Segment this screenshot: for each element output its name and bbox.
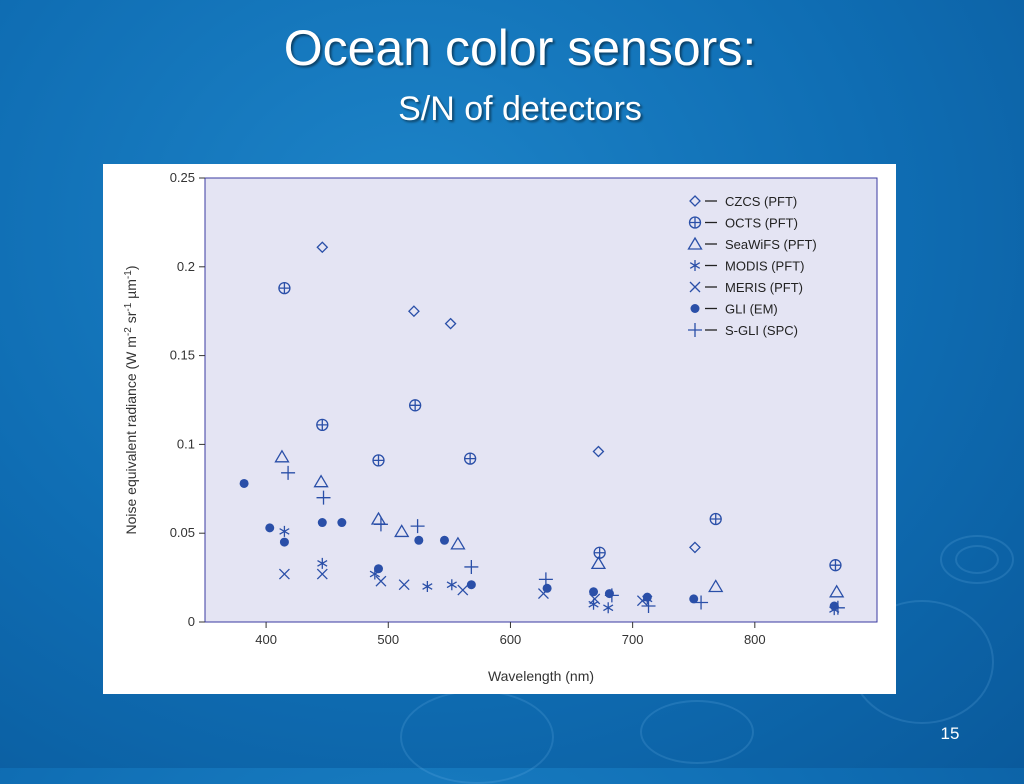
y-tick-label: 0 xyxy=(188,614,195,629)
data-point xyxy=(689,594,699,604)
data-point xyxy=(589,587,599,597)
data-point xyxy=(689,541,701,554)
chart-figure: 400 500 600 700 800 0 0.05 0.1 0.15 0.2 0.25 CZCS … xyxy=(103,164,896,694)
data-point xyxy=(450,536,466,550)
data-point xyxy=(592,445,605,458)
data-point xyxy=(463,452,477,465)
y-tick-label: 0.2 xyxy=(177,259,195,274)
legend-marker xyxy=(689,195,701,207)
data-point xyxy=(274,449,290,463)
data-point xyxy=(709,512,722,526)
legend-label: OCTS (PFT) xyxy=(725,216,798,231)
data-point xyxy=(457,584,469,596)
data-point xyxy=(398,579,410,591)
legend-label: GLI (EM) xyxy=(725,302,778,317)
data-point xyxy=(542,583,552,593)
data-point xyxy=(313,474,329,488)
data-point xyxy=(317,557,328,569)
background-ripple xyxy=(955,545,999,574)
data-point xyxy=(641,599,656,614)
data-point xyxy=(394,524,410,538)
data-point xyxy=(408,305,420,318)
background-ripple xyxy=(640,700,754,764)
data-point xyxy=(316,241,329,254)
slide-title: Ocean color sensors: xyxy=(283,20,757,76)
legend-label: S-GLI (SPC) xyxy=(725,323,798,338)
data-point xyxy=(604,588,619,603)
legend-label: CZCS (PFT) xyxy=(725,194,797,209)
data-point xyxy=(279,537,289,547)
data-point xyxy=(316,490,331,505)
legend-marker xyxy=(688,323,702,337)
background-ripple xyxy=(940,535,1014,584)
legend-marker xyxy=(689,260,701,271)
background-ripple xyxy=(400,690,554,784)
data-point xyxy=(278,281,291,295)
legend-marker xyxy=(690,304,700,313)
data-point xyxy=(337,518,347,528)
x-tick-label: 700 xyxy=(622,632,644,647)
data-point xyxy=(422,580,433,592)
scatter-chart: 400 500 600 700 800 0 0.05 0.1 0.15 0.2 0.25 CZCS … xyxy=(123,170,878,684)
data-point xyxy=(464,559,479,574)
data-point xyxy=(642,592,652,602)
data-point xyxy=(439,535,449,545)
plot-area xyxy=(204,177,878,623)
legend-marker xyxy=(687,236,703,250)
data-point xyxy=(281,465,296,480)
y-axis-label: Noise equivalent radiance (W m-2 sr-1 µm… xyxy=(123,266,139,535)
x-tick-label: 800 xyxy=(744,632,766,647)
data-point xyxy=(694,595,709,610)
data-point xyxy=(444,317,457,330)
data-point xyxy=(708,579,724,593)
data-point xyxy=(604,589,614,599)
y-tick-label: 0.05 xyxy=(170,525,195,540)
data-point xyxy=(372,454,385,467)
legend-label: SeaWiFS (PFT) xyxy=(725,237,817,252)
data-point xyxy=(265,523,275,533)
data-point xyxy=(410,519,425,534)
data-point xyxy=(317,518,327,528)
legend-label: MERIS (PFT) xyxy=(725,280,803,295)
legend-label: MODIS (PFT) xyxy=(725,259,804,274)
data-point xyxy=(373,517,388,532)
x-axis-label: Wavelength (nm) xyxy=(488,668,594,684)
data-point xyxy=(590,556,607,570)
page-number: 15 xyxy=(940,724,960,743)
data-point xyxy=(593,546,606,559)
data-point xyxy=(830,600,845,615)
slide-subtitle: S/N of detectors xyxy=(398,90,642,128)
y-tick-label: 0.25 xyxy=(170,170,195,185)
legend-marker xyxy=(688,216,702,229)
x-tick-label: 600 xyxy=(500,632,522,647)
x-tick-label: 500 xyxy=(377,632,399,647)
data-point xyxy=(409,399,422,412)
y-tick-label: 0.1 xyxy=(177,436,195,451)
x-tick-label: 400 xyxy=(255,632,277,647)
data-point xyxy=(446,579,457,591)
data-point xyxy=(538,572,553,587)
data-point xyxy=(373,564,383,574)
data-point xyxy=(278,568,290,580)
data-point xyxy=(316,568,328,580)
data-point xyxy=(829,584,845,598)
data-point xyxy=(829,559,842,572)
data-point xyxy=(279,525,290,537)
data-point xyxy=(316,418,329,432)
data-point xyxy=(375,575,387,587)
y-tick-label: 0.15 xyxy=(170,348,195,363)
data-point xyxy=(239,478,249,488)
data-point xyxy=(414,535,424,545)
legend-marker xyxy=(689,281,701,293)
data-point xyxy=(603,602,614,614)
data-point xyxy=(466,580,476,590)
